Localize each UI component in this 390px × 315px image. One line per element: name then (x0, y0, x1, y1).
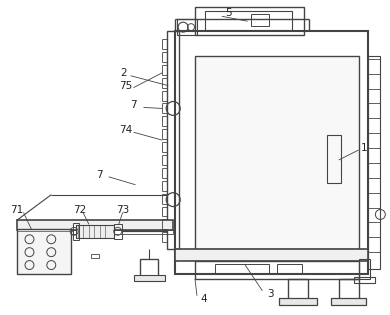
Bar (175, 249, 369, 261)
Text: 4: 4 (200, 294, 207, 304)
Text: 5: 5 (225, 8, 231, 18)
Bar (358, 259, 370, 279)
Bar (195, 7, 304, 35)
Bar (252, 14, 269, 26)
Bar (114, 224, 122, 239)
Text: 3: 3 (268, 289, 274, 299)
Bar (167, 31, 179, 249)
Bar (133, 275, 165, 281)
Text: 74: 74 (119, 125, 132, 135)
Bar (195, 56, 358, 249)
Text: 73: 73 (116, 204, 129, 215)
Bar (354, 277, 376, 283)
Text: 75: 75 (119, 81, 132, 91)
Bar (331, 298, 367, 305)
Bar (215, 264, 269, 274)
Bar (17, 230, 173, 234)
Text: 7: 7 (96, 170, 103, 180)
Bar (369, 56, 380, 269)
Bar (17, 229, 71, 274)
Bar (195, 261, 358, 279)
Bar (175, 31, 369, 274)
Bar (17, 220, 173, 230)
Bar (277, 264, 302, 274)
Bar (339, 279, 358, 301)
Bar (73, 223, 79, 240)
Bar (91, 254, 99, 258)
Text: 2: 2 (121, 68, 127, 78)
Text: 7: 7 (131, 100, 137, 111)
Bar (279, 298, 317, 305)
Text: 1: 1 (360, 143, 367, 153)
Bar (205, 11, 292, 30)
Bar (76, 226, 114, 238)
Bar (140, 259, 158, 277)
Bar (327, 135, 341, 183)
Bar (288, 279, 308, 301)
Bar (177, 19, 197, 35)
Text: 72: 72 (73, 204, 86, 215)
Text: 71: 71 (10, 204, 23, 215)
